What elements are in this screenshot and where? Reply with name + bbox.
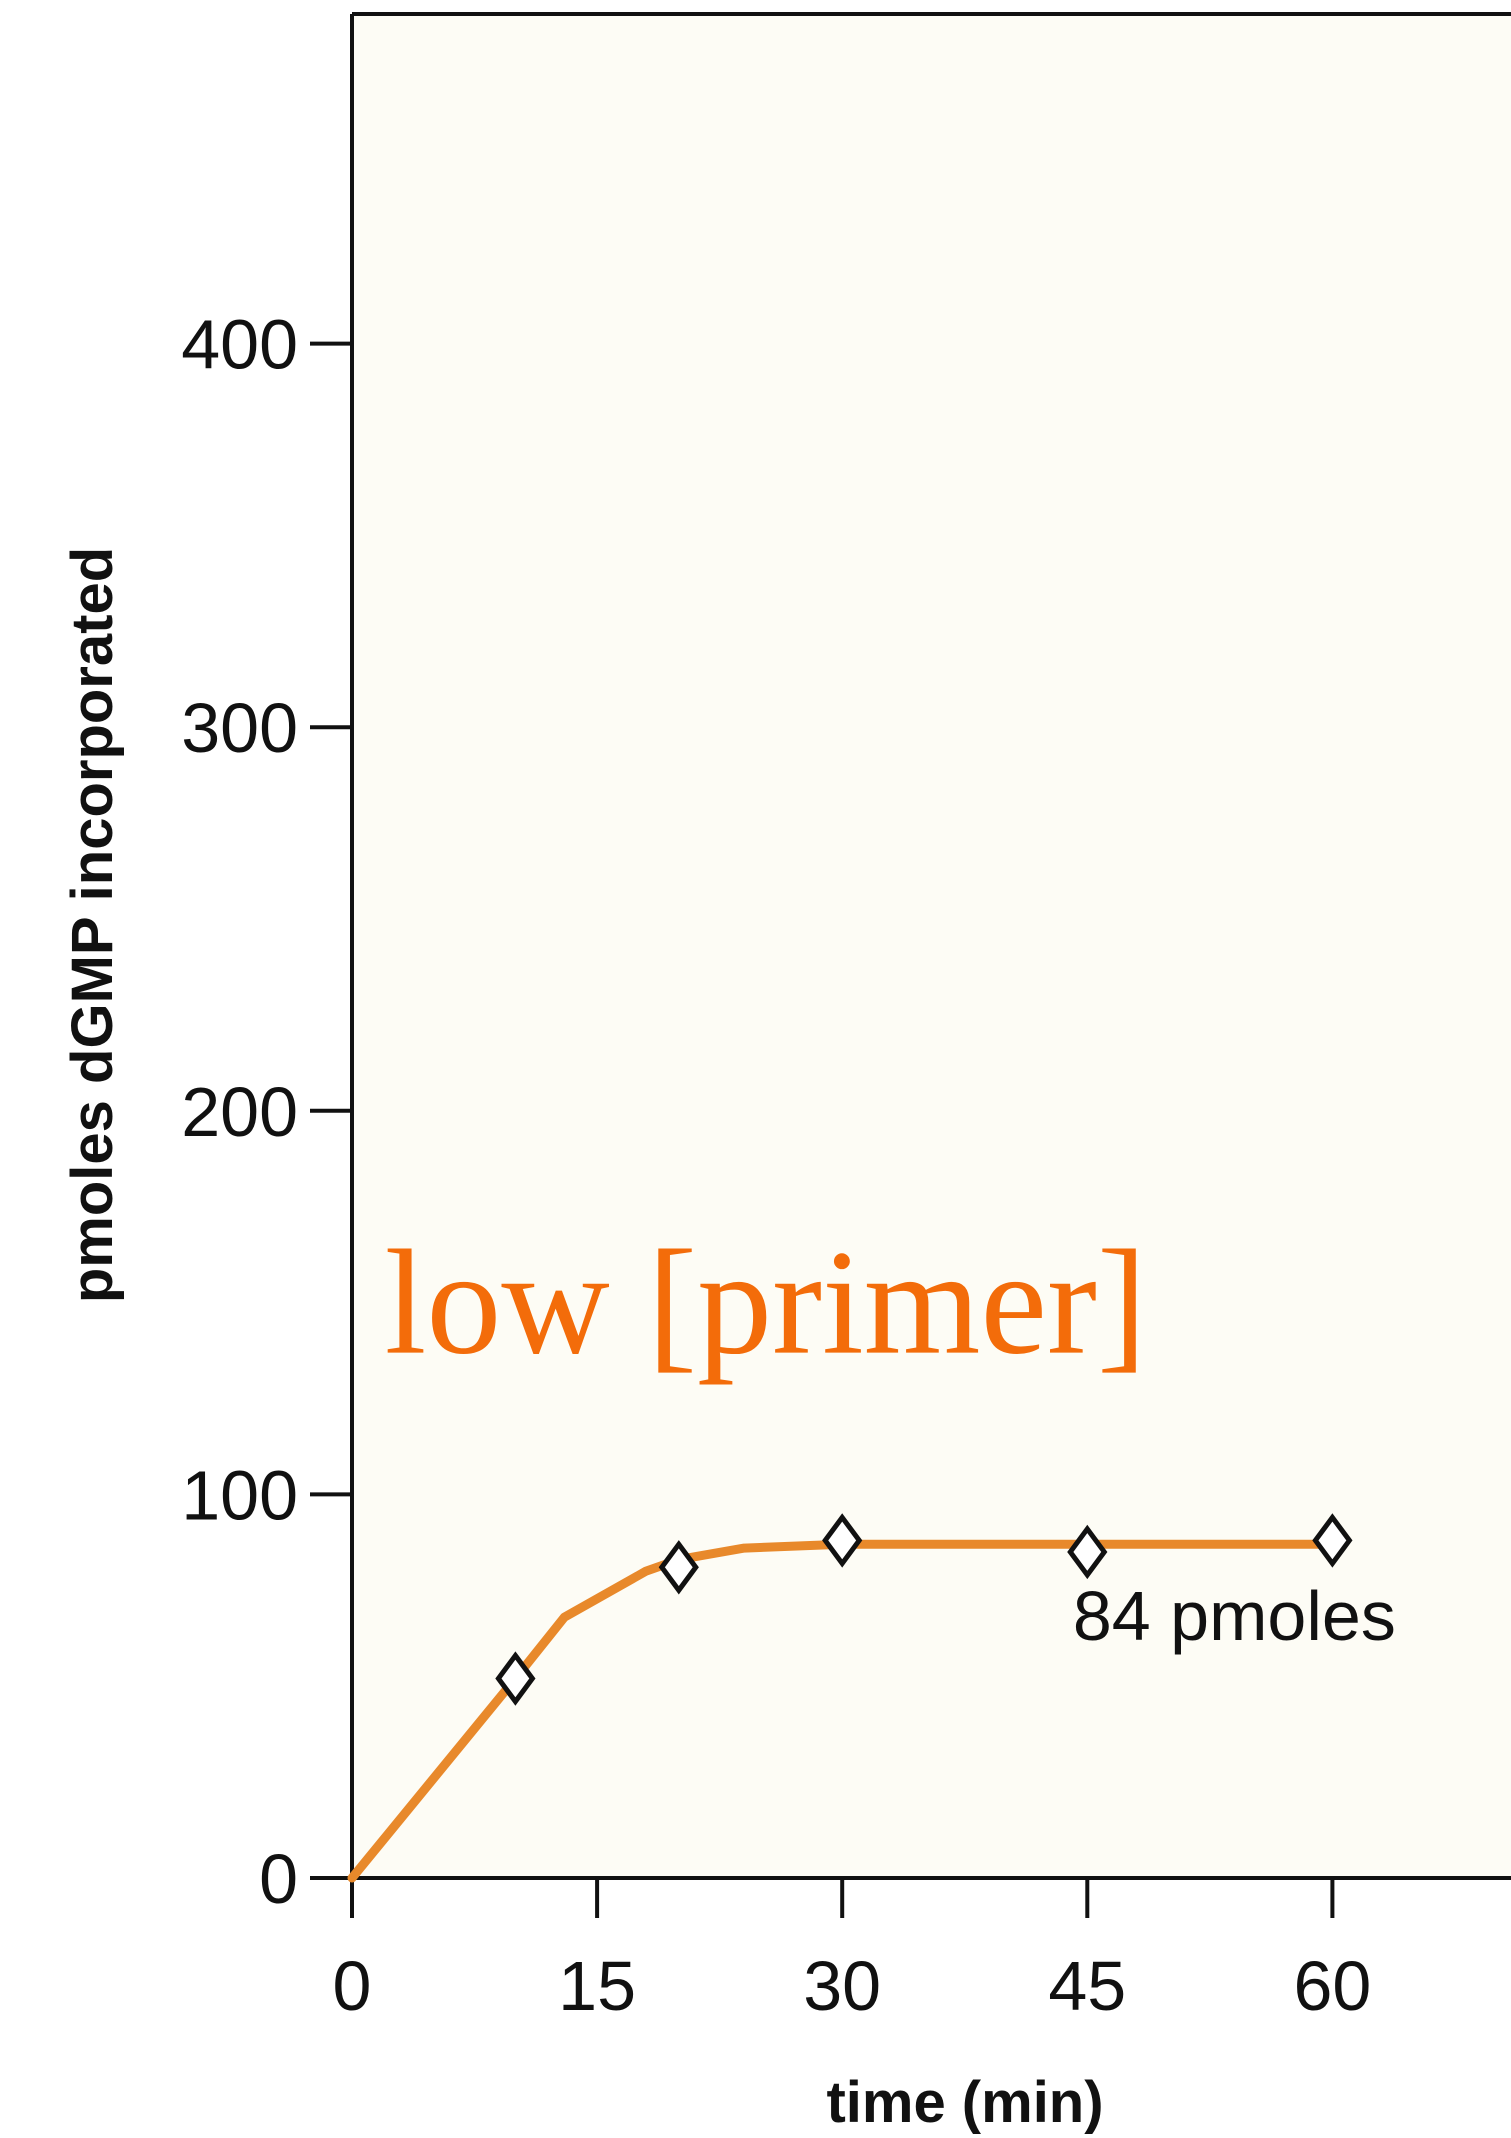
low-primer-label: low [primer] <box>385 1220 1147 1386</box>
x-tick-label: 60 <box>1293 1947 1371 2025</box>
y-tick-label: 100 <box>181 1456 298 1534</box>
x-tick-label: 30 <box>803 1947 881 2025</box>
y-tick-label: 200 <box>181 1073 298 1151</box>
annotation-label: 84 pmoles <box>1073 1577 1396 1655</box>
plot-area <box>352 14 1511 1878</box>
y-tick-label: 300 <box>181 689 298 767</box>
data-point <box>822 1513 863 1568</box>
marker-layer <box>495 1513 1353 1706</box>
data-point <box>495 1651 536 1706</box>
data-point <box>1312 1513 1353 1568</box>
x-tick-label: 0 <box>333 1947 372 2025</box>
x-axis-title: time (min) <box>826 2070 1103 2135</box>
x-tick-label: 15 <box>558 1947 636 2025</box>
y-tick-label: 400 <box>181 306 298 384</box>
y-axis: 0 100 200 300 400 <box>181 12 1511 1918</box>
annotation-layer: 84 pmoles <box>1073 1577 1396 1655</box>
data-point <box>658 1540 699 1595</box>
y-axis-title: pmoles dGMP incorporated <box>60 547 125 1303</box>
y-tick-label: 0 <box>259 1840 298 1918</box>
x-axis: 0 15 30 45 60 <box>310 1876 1511 2025</box>
data-point <box>1067 1524 1108 1580</box>
x-tick-label: 45 <box>1048 1947 1126 2025</box>
